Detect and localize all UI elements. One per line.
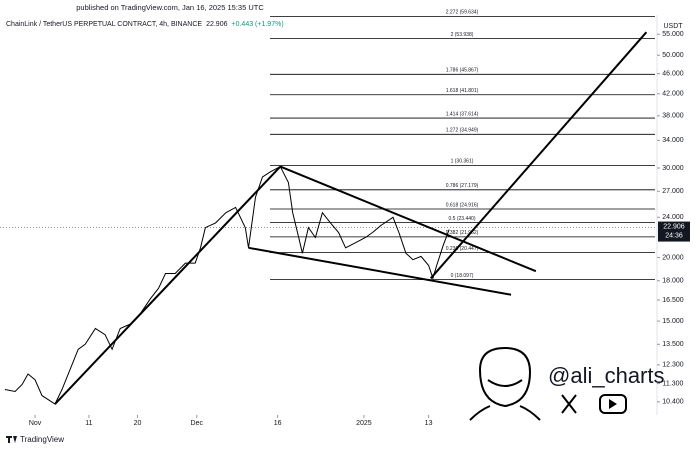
- fib-label: 1 (30.361): [451, 159, 474, 165]
- y-tick-label: 46.000: [662, 70, 684, 77]
- footer: TradingView: [20, 435, 64, 444]
- x-tick-label: Nov: [29, 420, 42, 427]
- watermark: @ali_charts: [548, 363, 665, 388]
- price-tag: [658, 221, 690, 242]
- y-tick-label: 30.000: [662, 165, 684, 172]
- x-tick-label: 13: [425, 420, 433, 427]
- y-axis-label: USDT: [663, 23, 683, 30]
- fib-label: 2 (53.938): [451, 32, 474, 38]
- y-tick-label: 11.300: [663, 380, 684, 387]
- y-tick-label: 38.000: [662, 113, 684, 120]
- fib-label: 0 (18.097): [451, 273, 474, 279]
- fib-label: 0.382 (21.962): [446, 230, 479, 236]
- fib-label: 1.414 (37.614): [446, 111, 479, 117]
- price-tag-label: 22.906: [663, 223, 685, 230]
- x-tick-label: 11: [85, 420, 92, 427]
- trendline: [279, 165, 537, 273]
- y-tick-label: 18.000: [662, 278, 684, 285]
- y-tick-label: 55.000: [662, 31, 684, 38]
- last-price: 22.906: [206, 21, 228, 28]
- y-tick-label: 13.500: [662, 341, 684, 348]
- tv-logo: [6, 436, 17, 443]
- y-tick-label: 27.000: [662, 188, 684, 195]
- fib-label: 0.5 (23.440): [449, 216, 476, 222]
- x-tick-label: 20: [134, 420, 142, 427]
- fib-label: 2.272 (59.634): [446, 10, 479, 16]
- fib-label: 1.272 (34.949): [446, 128, 479, 134]
- x-icon: [561, 394, 577, 414]
- symbol: ChainLink / TetherUS PERPETUAL CONTRACT,…: [6, 21, 202, 28]
- y-tick-label: 10.400: [662, 399, 684, 406]
- y-tick-label: 20.000: [662, 254, 684, 261]
- trendline: [429, 31, 648, 280]
- x-tick-label: 2025: [356, 420, 372, 427]
- y-tick-label: 12.300: [662, 362, 684, 369]
- y-tick-label: 15.000: [662, 318, 684, 325]
- price-line: [4, 165, 450, 405]
- x-tick-label: 16: [274, 420, 282, 427]
- trendline: [248, 246, 512, 296]
- youtube-icon: [599, 394, 627, 414]
- fib-label: 1.786 (45.867): [446, 68, 479, 74]
- y-tick-label: 34.000: [662, 137, 684, 144]
- fib-label: 0.236 (20.447): [446, 246, 479, 252]
- fib-label: 0.786 (27.179): [446, 183, 479, 189]
- countdown: 24:36: [665, 232, 683, 239]
- face-icon: [469, 346, 541, 421]
- y-tick-label: 16.500: [662, 297, 684, 304]
- y-tick-label: 24.000: [662, 214, 684, 221]
- y-tick-label: 42.000: [662, 91, 684, 98]
- youtube-play: [609, 399, 617, 409]
- fib-label: 0.618 (24.916): [446, 202, 479, 208]
- y-tick-label: 50.000: [662, 52, 684, 59]
- change: +0.443 (+1.97%): [232, 21, 284, 28]
- trendline: [54, 165, 282, 405]
- published-note: published on TradingView.com, Jan 16, 20…: [76, 3, 264, 12]
- x-tick-label: Dec: [191, 420, 204, 427]
- fib-label: 1.618 (41.801): [446, 88, 479, 94]
- chart-title: ChainLink / TetherUS PERPETUAL CONTRACT,…: [6, 21, 284, 28]
